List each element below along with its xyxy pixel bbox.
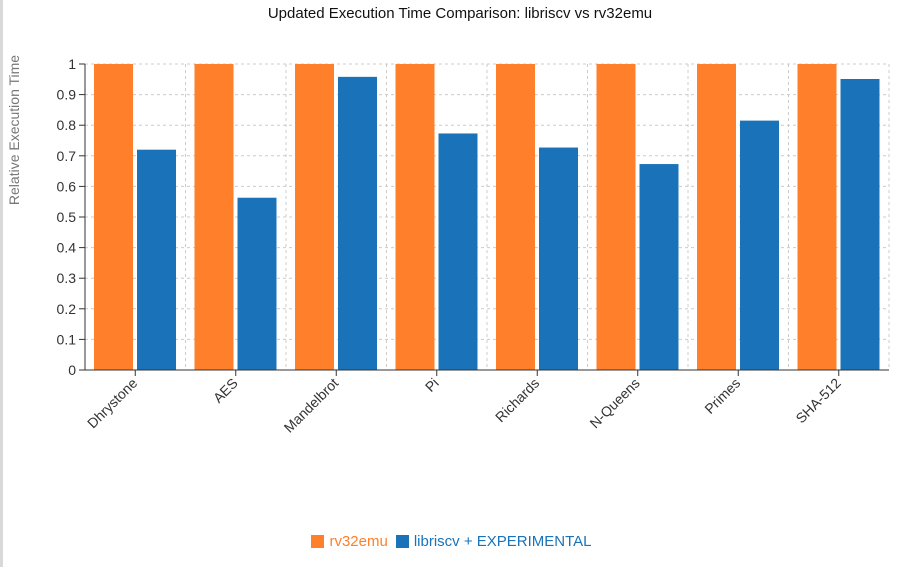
legend-item-rv32emu[interactable]: rv32emu (311, 533, 388, 550)
bar-rv32emu-dhrystone (94, 64, 133, 370)
bar-libriscv-experimental-n-queens (639, 164, 679, 370)
legend-swatch-libriscv (395, 535, 409, 548)
y-tick-label: 0.6 (57, 178, 77, 194)
x-tick-label: Richards (492, 375, 542, 425)
legend: rv32emu libriscv + EXPERIMENTAL (0, 533, 903, 550)
legend-item-libriscv[interactable]: libriscv + EXPERIMENTAL (395, 533, 592, 550)
y-tick-label: 0.7 (57, 148, 77, 164)
y-tick-label: 0.4 (57, 240, 77, 256)
y-tick-label: 0.3 (57, 270, 77, 286)
x-tick-label: Primes (701, 375, 743, 417)
legend-label-libriscv: libriscv + EXPERIMENTAL (413, 533, 592, 550)
bar-libriscv-experimental-primes (740, 120, 779, 370)
window-edge (0, 0, 3, 567)
bar-libriscv-experimental-aes (237, 197, 277, 370)
bar-rv32emu-n-queens (596, 64, 636, 370)
bar-rv32emu-pi (395, 64, 435, 370)
bar-libriscv-experimental-richards (539, 147, 578, 370)
y-tick-label: 0 (68, 362, 76, 378)
bar-libriscv-experimental-sha-512 (840, 78, 880, 370)
x-tick-label: Mandelbrot (281, 375, 342, 436)
x-tick-label: Pi (422, 375, 442, 395)
y-tick-label: 0.9 (57, 87, 77, 103)
bar-rv32emu-richards (496, 64, 535, 370)
bar-rv32emu-aes (194, 64, 234, 370)
x-tick-label: AES (210, 375, 241, 406)
x-tick-label: Dhrystone (84, 375, 141, 432)
legend-swatch-rv32emu (311, 535, 325, 548)
x-tick-label: N-Queens (586, 375, 642, 431)
y-tick-label: 0.5 (57, 209, 77, 225)
chart-title: Updated Execution Time Comparison: libri… (267, 5, 653, 22)
y-tick-label: 0.2 (57, 301, 77, 317)
bar-rv32emu-mandelbrot (295, 64, 334, 370)
bar-libriscv-experimental-dhrystone (137, 149, 176, 370)
y-tick-label: 0.8 (57, 117, 77, 133)
bar-rv32emu-primes (697, 64, 736, 370)
bar-rv32emu-sha-512 (797, 64, 837, 370)
bar-chart: 0 0.1 0.2 0.3 0.4 0.5 0.6 0.7 0.8 0.9 1 Dhrystone AE… (57, 56, 890, 436)
x-tick-label: SHA-512 (792, 375, 844, 427)
bar-libriscv-experimental-mandelbrot (338, 76, 377, 371)
legend-label-rv32emu: rv32emu (329, 533, 388, 550)
y-tick-label: 0.1 (57, 331, 77, 347)
y-tick-label: 1 (68, 56, 76, 72)
bar-libriscv-experimental-pi (438, 133, 478, 370)
